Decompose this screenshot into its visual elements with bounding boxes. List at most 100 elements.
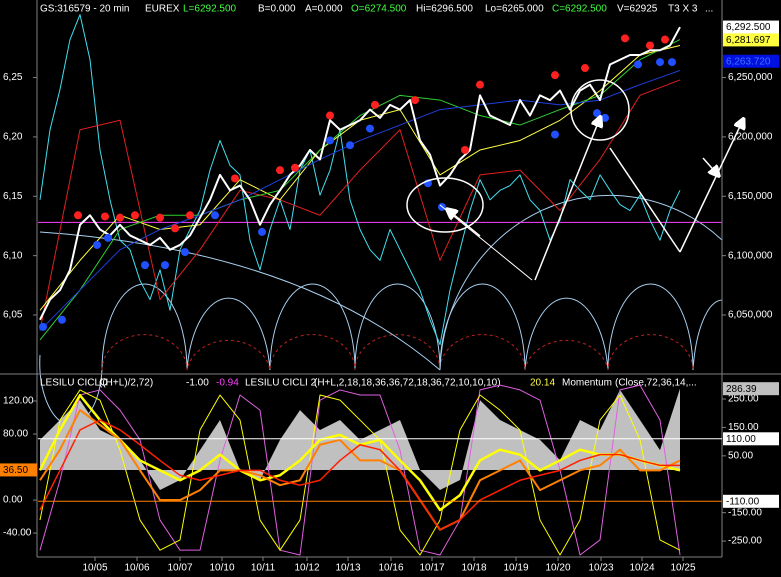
x-tick-label: 10/16	[378, 563, 403, 574]
signal-dot	[601, 113, 609, 122]
price-box	[723, 382, 779, 396]
x-tick-label: 10/19	[503, 563, 528, 574]
annotation-arrow	[679, 120, 743, 253]
price-box-label: 36.50	[3, 465, 28, 476]
series-line	[39, 409, 681, 531]
signal-dot	[74, 211, 82, 220]
series-line	[39, 384, 681, 556]
signal-dot	[101, 212, 109, 221]
signal-dot	[186, 211, 194, 220]
annotation-line	[609, 147, 681, 253]
y2-tick-label: 150.00	[728, 422, 759, 433]
signal-dot	[39, 322, 47, 331]
cycle-arc-short	[101, 334, 694, 371]
annotation-arrow	[534, 118, 600, 281]
x-tick-label: 10/20	[545, 563, 570, 574]
signal-dot	[661, 35, 669, 44]
header-text: C=6292.500	[552, 4, 607, 15]
signal-dot	[621, 34, 629, 43]
header-text: Lo=6265.000	[485, 4, 544, 15]
series-line	[39, 419, 680, 531]
y-tick-label: 6,10	[3, 250, 23, 261]
price-box-label: 110.00	[726, 434, 756, 445]
signal-dot	[171, 224, 179, 233]
price-box-label: -110.00	[726, 496, 760, 507]
price-box	[723, 494, 779, 508]
x-tick-label: 10/12	[294, 563, 319, 574]
x-tick-label: 10/25	[670, 563, 695, 574]
header-text: Hi=6296.500	[416, 4, 473, 15]
header-text: V=62925	[617, 4, 658, 15]
signal-dot	[461, 145, 469, 154]
signal-dot	[58, 315, 66, 324]
signal-dot	[366, 124, 374, 133]
data-layer: GS:316579 - 20 min EUREX L=6292.500 B=0.000…	[0, 4, 779, 574]
signal-dot	[258, 227, 266, 236]
price-box-label: 6,281.697	[726, 35, 771, 46]
signal-dot	[551, 130, 559, 139]
momentum-area	[40, 388, 680, 490]
annotation-ellipse	[570, 79, 630, 141]
signal-dot	[161, 261, 169, 270]
series-line	[39, 79, 681, 331]
y-tick-label: 80.00	[3, 429, 28, 440]
price-box	[723, 432, 779, 446]
header-text: Momentum	[562, 378, 612, 389]
annotation-line	[439, 204, 533, 281]
annotation-arrow	[448, 210, 481, 237]
signal-dot	[646, 41, 654, 50]
x-tick-label: 10/23	[588, 563, 613, 574]
signal-dot	[476, 80, 484, 89]
x-tick-label: 10/11	[251, 563, 276, 574]
annotation-arrow	[702, 157, 718, 175]
signal-dot	[291, 163, 299, 172]
y-tick-label: 120.00	[3, 396, 34, 407]
header-text: ...	[705, 4, 713, 15]
cycle-arc-long	[439, 194, 723, 371]
y-tick-label: 6,15	[3, 191, 23, 202]
header-text: -1.00	[186, 378, 209, 389]
y2-tick-label: 6,250,000	[728, 72, 773, 83]
x-tick-label: 10/07	[167, 563, 192, 574]
header-text: LESILU CICLO	[40, 378, 108, 389]
signal-dot	[634, 60, 642, 69]
signal-dot	[668, 58, 676, 67]
header-text: (H+L,2,18,18,36,36,72,18,36,72,10,10,10)	[314, 378, 501, 389]
price-box	[723, 20, 779, 34]
x-tick-label: 10/06	[124, 563, 149, 574]
signal-dot	[581, 64, 589, 73]
header-text: GS:316579 - 20 min	[40, 4, 130, 15]
x-tick-label: 10/10	[209, 563, 234, 574]
price-box-label: 6,263.720	[726, 56, 771, 67]
signal-dot	[231, 174, 239, 183]
signal-dot	[411, 96, 419, 105]
header-text: -0.94	[216, 378, 239, 389]
signal-dot	[141, 261, 149, 270]
y2-tick-label: 250.00	[728, 394, 759, 405]
y2-tick-label: 6,150,000	[728, 191, 773, 202]
y-tick-label: -40.00	[3, 528, 32, 539]
y2-tick-label: -250.00	[728, 536, 762, 547]
y-tick-label: 6,25	[3, 72, 23, 83]
x-tick-label: 10/18	[461, 563, 486, 574]
price-box	[723, 54, 779, 68]
header-text: ((H+L)/2,72)	[99, 378, 153, 389]
x-tick-label: 10/05	[82, 563, 107, 574]
signal-dot	[93, 240, 101, 249]
header-text: L=6292.500	[183, 4, 237, 15]
signal-dot	[131, 211, 139, 220]
signal-dot	[371, 100, 379, 109]
cycle-arc	[101, 283, 723, 371]
y2-tick-label: 6,200,000	[728, 132, 773, 143]
annotation-ellipse	[406, 177, 484, 233]
y-tick-label: 0.00	[3, 495, 23, 506]
header-text: A=0.000	[305, 4, 343, 15]
signal-dot	[551, 71, 559, 80]
y-tick-label: 6,05	[3, 310, 23, 321]
y2-tick-label: -150.00	[728, 507, 762, 518]
signal-dot	[211, 211, 219, 220]
y-tick-label: 6,20	[3, 132, 23, 143]
x-tick-label: 10/17	[419, 563, 444, 574]
